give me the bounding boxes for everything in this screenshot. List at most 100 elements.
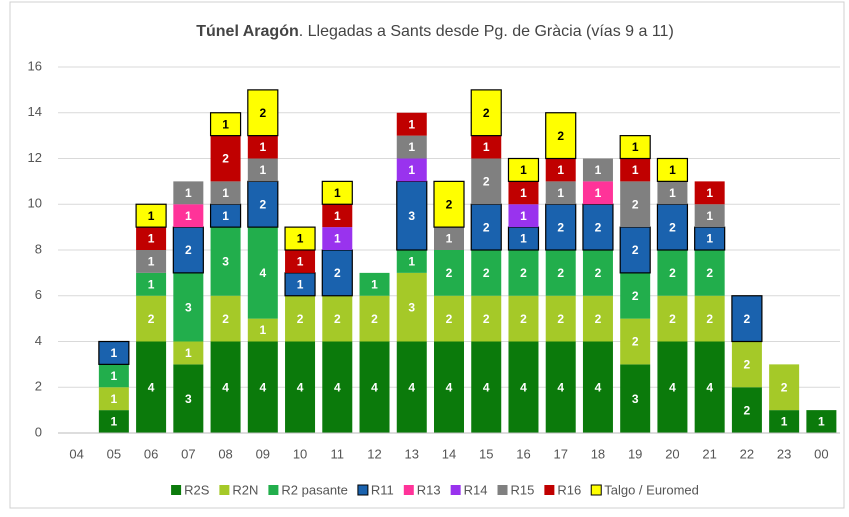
bar-segment	[582, 250, 613, 296]
legend-label: R14	[464, 482, 488, 497]
bar-segment	[247, 227, 278, 319]
x-tick-label: 18	[591, 446, 605, 461]
bar-segment	[136, 295, 167, 342]
data-label: 2	[744, 403, 751, 417]
data-label: 1	[632, 140, 639, 154]
data-label: 1	[148, 232, 155, 246]
bar-segment	[210, 181, 241, 205]
legend-label: Talgo / Euromed	[604, 482, 699, 497]
data-label: 3	[185, 300, 192, 314]
data-label: 1	[148, 277, 155, 291]
bar-segment	[657, 181, 688, 205]
bar-segment	[396, 250, 427, 273]
bar-segment	[471, 341, 502, 433]
bar-segment	[731, 387, 762, 433]
bar-segment	[545, 158, 576, 182]
data-label: 4	[669, 380, 676, 394]
bar-segment	[471, 158, 502, 205]
data-label: 1	[222, 186, 229, 200]
data-label: 2	[148, 312, 155, 326]
bar-segment	[247, 89, 279, 137]
bar-segment	[656, 157, 689, 182]
data-label: 1	[408, 163, 415, 177]
data-label: 1	[520, 186, 527, 200]
bar-segment	[136, 341, 167, 433]
data-label: 2	[259, 197, 266, 211]
bar-segment	[285, 295, 316, 342]
bar-segment	[657, 341, 688, 433]
data-label: 2	[557, 312, 564, 326]
data-label: 1	[185, 346, 192, 360]
data-label: 3	[408, 209, 415, 223]
data-label: 2	[334, 266, 341, 280]
data-label: 2	[185, 243, 192, 257]
data-label: 1	[259, 323, 266, 337]
data-label: 2	[744, 312, 751, 326]
data-label: 4	[446, 380, 453, 394]
bar-segment	[545, 341, 576, 433]
bar-segment	[545, 181, 576, 205]
legend-label: R13	[417, 482, 441, 497]
bar-segment	[285, 250, 316, 273]
bar-segment	[209, 112, 242, 137]
data-label: 2	[520, 266, 527, 280]
bar-segment	[359, 341, 390, 433]
bar-segment	[545, 250, 576, 296]
data-label: 1	[111, 392, 118, 406]
bar-segment	[769, 410, 800, 433]
data-label: 2	[446, 266, 453, 280]
y-tick-label: 0	[35, 424, 42, 439]
bar-segment	[359, 295, 390, 342]
y-tick-label: 14	[28, 104, 42, 119]
data-label: 2	[483, 312, 490, 326]
bar-segment	[620, 364, 651, 433]
data-label: 2	[744, 358, 751, 372]
bar-segment	[98, 364, 129, 388]
data-label: 1	[557, 163, 564, 177]
x-tick-label: 05	[107, 446, 121, 461]
bar-segment	[247, 135, 278, 159]
x-tick-label: 06	[144, 446, 158, 461]
bar-segment	[545, 295, 576, 342]
data-label: 1	[818, 415, 825, 429]
data-label: 2	[669, 266, 676, 280]
bar-segment	[620, 272, 651, 319]
legend-swatch	[450, 485, 461, 495]
data-label: 1	[595, 163, 602, 177]
bar-segment	[396, 272, 427, 342]
bar-segment	[508, 341, 539, 433]
x-tick-label: 14	[442, 446, 456, 461]
legend-swatch	[403, 485, 414, 495]
bar-segment	[508, 204, 539, 228]
bar-segment	[359, 272, 390, 296]
x-tick-label: 00	[814, 446, 828, 461]
bar-segment	[285, 341, 316, 433]
data-label: 2	[222, 152, 229, 166]
legend-label: R11	[371, 482, 394, 497]
bar-segment	[582, 203, 614, 251]
bar-segment	[173, 204, 204, 228]
bar-segment	[471, 135, 502, 159]
bar-segment	[582, 158, 613, 182]
bar-segment	[247, 158, 278, 182]
bar-segment	[210, 341, 241, 433]
legend-label: R16	[557, 482, 581, 497]
bar-segment	[545, 112, 577, 160]
chart-title: Túnel Aragón. Llegadas a Sants desde Pg.…	[196, 23, 674, 40]
data-label: 2	[632, 197, 639, 211]
data-label: 1	[185, 209, 192, 223]
data-label: 2	[483, 220, 490, 234]
bar-segment	[731, 295, 763, 343]
data-label: 1	[297, 277, 304, 291]
data-label: 3	[632, 392, 639, 406]
bar-segment	[769, 364, 800, 411]
legend-swatch	[590, 484, 602, 496]
bar-segment	[135, 203, 167, 228]
data-label: 1	[148, 209, 155, 223]
data-label: 2	[557, 266, 564, 280]
x-tick-label: 13	[405, 446, 419, 461]
data-label: 2	[520, 312, 527, 326]
legend-swatch	[219, 485, 230, 495]
bar-segment	[322, 341, 353, 433]
